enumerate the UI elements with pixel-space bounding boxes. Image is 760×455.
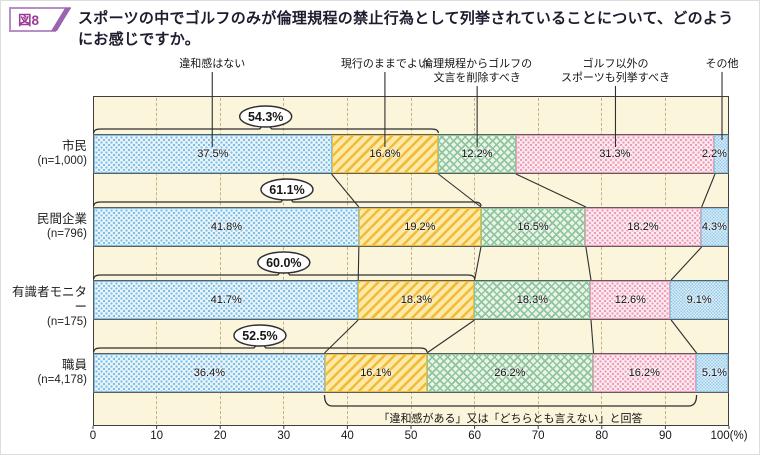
figure-title: スポーツの中でゴルフのみが倫理規程の禁止行為として列挙されていることについて、ど…: [78, 10, 734, 48]
row-category: 有識者モニター: [11, 285, 87, 314]
bar-segment-value: 4.3%: [701, 221, 727, 233]
axis-tick-label: 30: [277, 430, 291, 442]
bar-segment-green-crosshatch: 12.2%: [438, 135, 516, 173]
row-category: 市民: [61, 139, 87, 153]
bar-segment-yellow-striped: 18.3%: [358, 281, 475, 319]
bar-segment-value: 19.2%: [404, 221, 436, 233]
bar-row: 37.5% 16.8% 12.2% 31.3% 2.2%: [93, 134, 729, 174]
axis-tick-label: 40: [340, 430, 354, 442]
legend-label: ゴルフ以外の スポーツも列挙すべき: [560, 58, 670, 84]
legend-label: 違和感はない: [179, 58, 246, 70]
axis-tick-label: 70: [531, 430, 545, 442]
grid-line: [664, 98, 666, 424]
axis-tick-label: 0: [89, 430, 97, 442]
badge-wedge: [51, 8, 71, 31]
axis-tick-label: 80: [595, 430, 609, 442]
badge-label: 図8: [18, 13, 39, 28]
bar-segment-blue-dotted: 36.4%: [94, 354, 325, 392]
bar-segment-value: 26.2%: [494, 367, 526, 379]
axis-tick-label: 60: [468, 430, 481, 442]
bar-segment-blue-dotted: 41.7%: [94, 281, 359, 319]
bar-segment-value: 41.8%: [210, 221, 243, 233]
bar-segment-value: 5.1%: [701, 367, 727, 379]
row-label: 民間企業 (n=796): [1, 212, 87, 242]
grid-line: [156, 98, 158, 424]
bar-segment-blue-dotted: 37.5%: [94, 135, 332, 173]
bar-segment-pink-dotted: 12.6%: [590, 281, 671, 319]
bar-segment-value: 12.6%: [614, 294, 646, 306]
axis-tick-label: 50: [404, 430, 418, 442]
bar-segment-value: 2.2%: [701, 148, 727, 160]
bar-segment-value: 16.1%: [360, 367, 392, 379]
bar-row: 41.8% 19.2% 16.5% 18.2% 4.3%: [93, 207, 729, 247]
bar-segment-value: 9.1%: [686, 294, 712, 306]
bar-segment-value: 16.8%: [369, 148, 401, 160]
row-label: 市民 (n=1,000): [1, 139, 87, 169]
grid-line: [410, 98, 412, 424]
bar-segment-yellow-striped: 16.1%: [324, 354, 427, 392]
grid-line: [537, 98, 539, 424]
row-label: 有識者モニター (n=175): [1, 285, 87, 330]
bar-segment-green-crosshatch: 26.2%: [426, 354, 593, 392]
row-category: 職員: [61, 358, 87, 372]
row-category: 民間企業: [36, 212, 87, 226]
bar-segment-value: 16.5%: [517, 221, 549, 233]
axis-tick-label: 20: [213, 430, 227, 442]
bar-row: 41.7% 18.3% 18.3% 12.6% 9.1%: [93, 280, 729, 320]
legend-label: 倫理規程からゴルフの 文言を削除すべき: [422, 58, 533, 84]
axis-tick-label: 90: [658, 430, 672, 442]
row-sample-size: (n=1,000): [37, 155, 87, 167]
legend-label: 現行のままでよい: [340, 58, 429, 70]
row-label: 職員 (n=4,178): [1, 358, 87, 388]
axis-tick-label: 100(%): [710, 430, 748, 442]
bar-segment-green-crosshatch: 18.3%: [474, 281, 591, 319]
bar-segment-pink-dotted: 18.2%: [585, 208, 701, 246]
bar-segment-lightblue-dotted: 2.2%: [702, 135, 728, 173]
bar-segment-value: 12.2%: [461, 148, 493, 160]
bar-segment-lightblue-dotted: 4.3%: [700, 208, 728, 246]
bottom-bracket-label: 「違和感がある」又は「どちらとも言えない」と回答: [378, 413, 643, 425]
bar-row: 36.4% 16.1% 26.2% 16.2% 5.1%: [93, 353, 729, 393]
row-sample-size: (n=175): [47, 316, 87, 328]
row-sample-size: (n=4,178): [37, 374, 87, 386]
bar-segment-lightblue-dotted: 5.1%: [695, 354, 728, 392]
grid-line: [219, 98, 221, 424]
axis-tick-label: 10: [150, 430, 163, 442]
bar-segment-blue-dotted: 41.8%: [94, 208, 359, 246]
bar-segment-green-crosshatch: 16.5%: [480, 208, 586, 246]
bar-segment-value: 16.2%: [628, 367, 660, 379]
bar-segment-pink-dotted: 16.2%: [592, 354, 696, 392]
bar-segment-value: 36.4%: [193, 367, 225, 379]
legend-label: その他: [705, 58, 739, 70]
figure-badge: 図8: [9, 7, 71, 32]
bar-segment-value: 31.3%: [599, 148, 631, 160]
bar-segment-value: 37.5%: [197, 148, 229, 160]
row-sample-size: (n=796): [47, 228, 87, 240]
bar-segment-value: 18.2%: [627, 221, 659, 233]
bar-segment-yellow-striped: 16.8%: [331, 135, 439, 173]
bar-segment-value: 41.7%: [210, 294, 242, 306]
bar-segment-value: 18.3%: [516, 294, 548, 306]
bar-segment-yellow-striped: 19.2%: [359, 208, 481, 246]
grid-line: [346, 98, 348, 424]
bar-segment-value: 18.3%: [400, 294, 432, 306]
bar-segment-lightblue-dotted: 9.1%: [670, 281, 728, 319]
grid-line: [601, 98, 603, 424]
bar-segment-pink-dotted: 31.3%: [515, 135, 715, 173]
